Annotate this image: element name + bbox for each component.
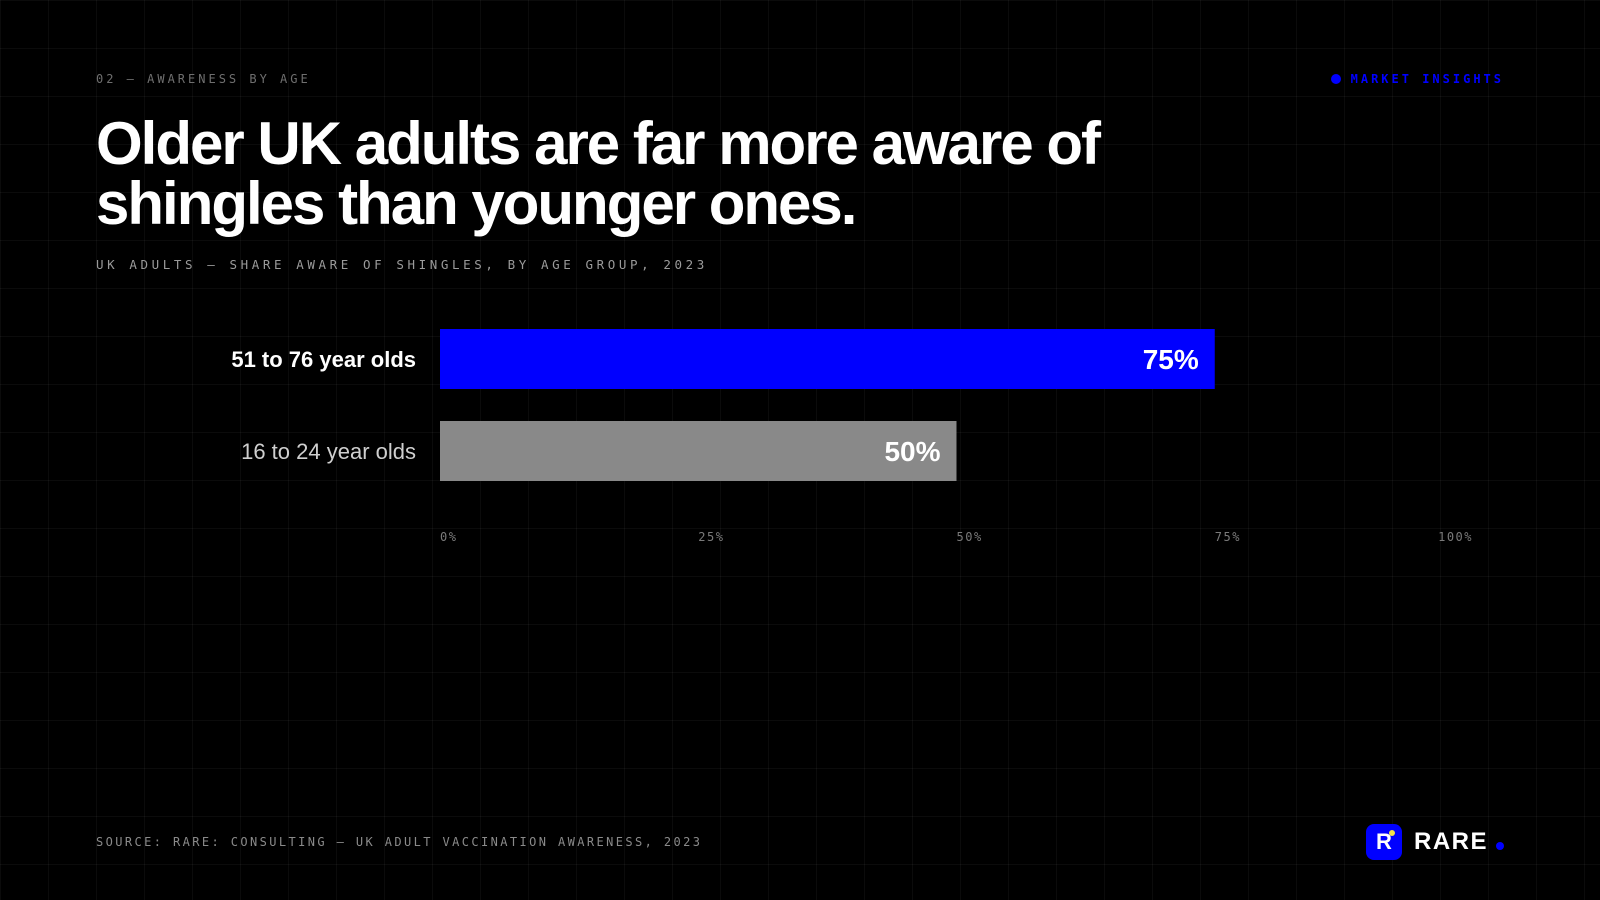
value-label-1: 75% (1143, 344, 1199, 375)
logo-wordmark: RARE (1413, 828, 1488, 855)
chart-subtitle: UK ADULTS — SHARE AWARE OF SHINGLES, BY … (96, 257, 708, 272)
logo-mark-letter: R (1376, 829, 1392, 854)
badge-dot-icon (1330, 74, 1341, 84)
x-tick-label-2: 25% (698, 530, 724, 544)
x-tick-label-3: 50% (957, 530, 983, 544)
logo-spark-icon (1388, 830, 1395, 836)
value-label-2: 50% (884, 436, 940, 467)
page-title: Older UK adults are far more aware of sh… (96, 110, 1101, 237)
x-tick-label-4: 75% (1215, 530, 1241, 544)
x-tick-label-5: 100% (1438, 530, 1473, 544)
bar-2 (440, 421, 957, 481)
market-insights-badge: MARKET INSIGHTS (1330, 72, 1504, 86)
x-tick-label-1: 0% (440, 530, 457, 544)
category-label-2: 16 to 24 year olds (241, 439, 416, 464)
section-kicker: 02 — AWARENESS BY AGE (96, 72, 311, 86)
logo-mark-icon: R (1365, 824, 1402, 860)
category-label-1: 51 to 76 year olds (231, 347, 416, 372)
bar-1 (440, 329, 1215, 389)
source-note: SOURCE: RARE: CONSULTING — UK ADULT VACC… (96, 835, 703, 849)
rare-logo: R RARE (1365, 824, 1504, 860)
logo-dot-icon (1496, 842, 1504, 850)
badge-label: MARKET INSIGHTS (1350, 72, 1504, 86)
